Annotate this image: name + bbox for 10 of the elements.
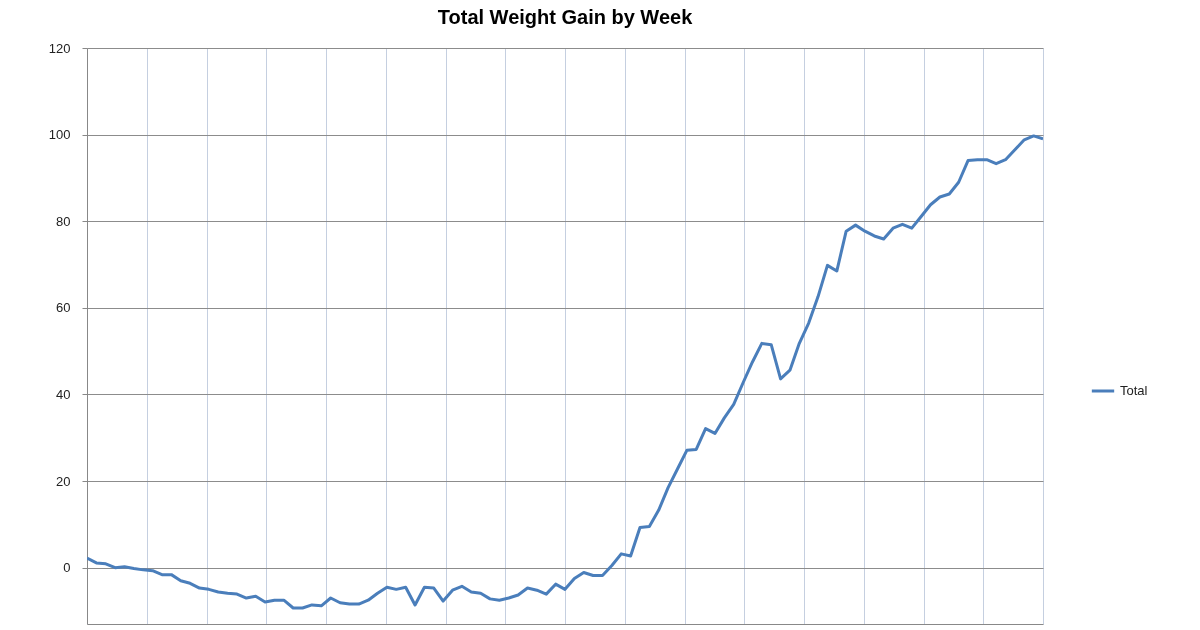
y-tick-label: 80: [56, 213, 71, 229]
y-tick-label: 40: [56, 386, 71, 402]
line-series: [87, 134, 1043, 610]
y-tick-label: 100: [48, 127, 71, 143]
chart-title: Total Weight Gain by Week: [437, 6, 694, 28]
legend-label: Total: [1120, 383, 1148, 398]
y-tick-label: 20: [56, 473, 71, 489]
y-tick-label: 60: [56, 300, 71, 316]
y-tick-label: 120: [48, 40, 71, 56]
y-tick-label: 0: [63, 560, 71, 576]
